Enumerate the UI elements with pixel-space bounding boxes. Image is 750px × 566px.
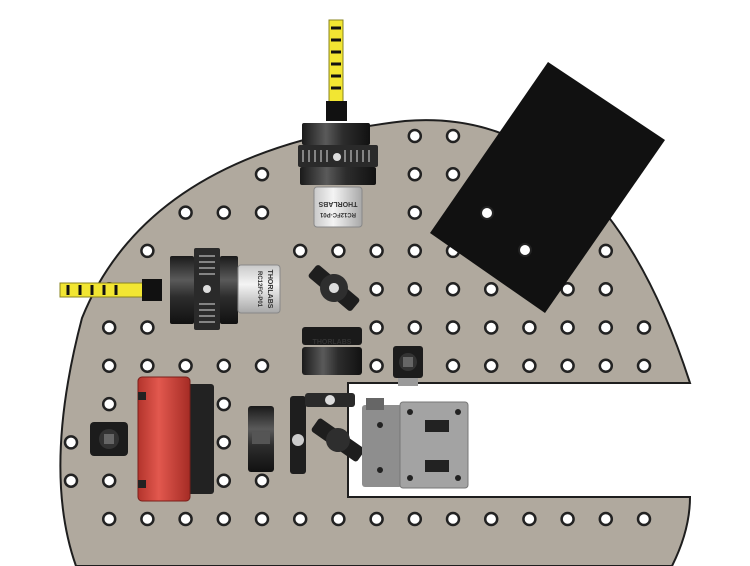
mounting-hole: [407, 243, 423, 259]
mounting-hole: [407, 205, 423, 220]
mirror-holder-top: [305, 393, 355, 407]
left-small-mount: [90, 422, 128, 456]
mounting-hole: [216, 511, 232, 527]
mounting-hole: [407, 281, 423, 297]
mounting-hole: [140, 511, 155, 527]
beam-block: THORLABS: [302, 327, 362, 375]
mounting-hole: [216, 358, 232, 374]
mounting-hole: [254, 167, 270, 182]
mounting-hole: [63, 435, 79, 450]
mounting-hole: [560, 320, 575, 335]
mounting-hole: [445, 128, 461, 144]
mounting-hole: [254, 358, 270, 374]
mounting-hole: [369, 358, 384, 374]
mounting-hole: [369, 511, 384, 527]
translation-stage-icon: [362, 398, 469, 489]
mounting-hole: [254, 511, 270, 527]
mounting-hole: [254, 205, 270, 220]
mounting-hole: [636, 511, 652, 527]
lens-mount-1: [248, 406, 274, 472]
fiber-cable-icon: [326, 19, 347, 121]
mounting-hole: [140, 320, 155, 335]
lens-tube-brand-left: THORLABS: [266, 270, 273, 309]
top-lens-tube: THORLABS RC12FC-P01: [313, 186, 363, 228]
mounting-hole: [522, 511, 537, 527]
mounting-hole: [101, 473, 117, 488]
mounting-hole: [140, 358, 155, 374]
mounting-hole: [598, 320, 614, 335]
mounting-hole: [407, 128, 423, 144]
mounting-hole: [178, 511, 193, 527]
mounting-hole: [331, 511, 346, 527]
mounting-hole: [101, 511, 117, 527]
mounting-hole: [369, 320, 384, 335]
mounting-hole: [101, 320, 117, 335]
mounting-hole: [445, 511, 461, 527]
mounting-hole: [483, 281, 499, 297]
top-kinematic-mount: [298, 123, 378, 185]
mounting-hole: [254, 473, 270, 488]
mounting-hole: [636, 358, 652, 374]
mounting-hole: [407, 320, 423, 335]
lens-mount-2: [290, 396, 306, 474]
lens-tube-part-top: RC12FC-P01: [319, 211, 356, 217]
mounting-hole: [292, 511, 308, 527]
angled-mirror-mount: [308, 265, 360, 311]
mounting-hole: [522, 358, 537, 374]
mounting-hole: [292, 243, 308, 259]
red-component: [137, 376, 214, 502]
mounting-hole: [560, 511, 575, 527]
mounting-hole: [178, 358, 193, 374]
fiber-cable-icon: [59, 279, 162, 301]
mounting-hole: [598, 243, 614, 259]
mounting-hole: [598, 358, 614, 374]
left-kinematic-mount: [170, 248, 238, 330]
mounting-hole: [407, 167, 423, 182]
beam-block-label: THORLABS: [313, 339, 352, 346]
mounting-hole: [101, 358, 117, 374]
mounting-hole: [140, 243, 155, 259]
mounting-hole: [216, 435, 232, 450]
mounting-hole: [483, 320, 499, 335]
mounting-hole: [598, 281, 614, 297]
mounting-hole: [407, 511, 423, 527]
mounting-hole: [178, 205, 193, 220]
mounting-hole: [445, 281, 461, 297]
black-mounting-panel: [430, 62, 665, 313]
mounting-hole: [636, 320, 652, 335]
mounting-hole: [560, 358, 575, 374]
mounting-hole: [369, 243, 384, 259]
mounting-hole: [445, 320, 461, 335]
mounting-hole: [483, 511, 499, 527]
mirror-mount-2: [311, 418, 365, 462]
mounting-hole: [331, 243, 346, 259]
mounting-hole: [216, 205, 232, 220]
mounting-hole: [560, 281, 575, 297]
mounting-hole: [445, 167, 461, 182]
mounting-hole: [63, 473, 79, 488]
lens-tube-brand-top: THORLABS: [318, 200, 357, 207]
mounting-hole: [216, 473, 232, 488]
mounting-hole: [369, 281, 384, 297]
mounting-hole: [483, 358, 499, 374]
mounting-hole: [445, 358, 461, 374]
mounting-hole: [101, 396, 117, 412]
lens-tube-part-left: RC12FC-P01: [256, 271, 262, 308]
post-holder: [393, 346, 423, 386]
mounting-hole: [216, 396, 232, 412]
left-lens-tube: THORLABS RC12FC-P01: [237, 264, 281, 314]
mounting-hole: [598, 511, 614, 527]
mounting-hole: [522, 320, 537, 335]
